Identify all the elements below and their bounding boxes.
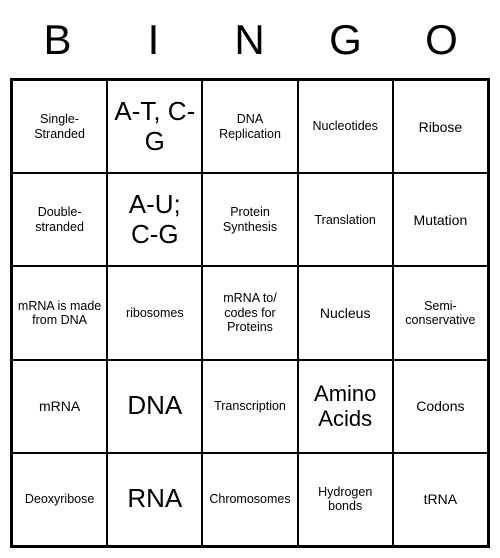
bingo-cell[interactable]: Nucleotides xyxy=(298,80,393,173)
header-letter-b: B xyxy=(10,10,106,74)
bingo-cell[interactable]: A-U; C-G xyxy=(107,173,202,266)
bingo-cell[interactable]: mRNA xyxy=(12,360,107,453)
bingo-card: B I N G O Single-Stranded A-T, C-G DNA Rep… xyxy=(10,10,490,548)
bingo-cell[interactable]: Chromosomes xyxy=(202,453,297,546)
bingo-cell-text: Transcription xyxy=(214,399,286,413)
bingo-cell-text: Double-stranded xyxy=(17,205,102,234)
bingo-cell-text: tRNA xyxy=(424,491,457,507)
bingo-cell-text: Codons xyxy=(416,398,464,414)
bingo-cell[interactable]: DNA Replication xyxy=(202,80,297,173)
bingo-cell[interactable]: ribosomes xyxy=(107,266,202,359)
bingo-cell-text: mRNA to/ codes for Proteins xyxy=(207,291,292,334)
bingo-cell[interactable]: Codons xyxy=(393,360,488,453)
bingo-cell-text: Nucleotides xyxy=(313,119,378,133)
bingo-cell-text: Translation xyxy=(315,213,376,227)
bingo-cell[interactable]: Translation xyxy=(298,173,393,266)
bingo-cell[interactable]: Transcription xyxy=(202,360,297,453)
bingo-cell-text: ribosomes xyxy=(126,306,184,320)
bingo-cell[interactable]: DNA xyxy=(107,360,202,453)
bingo-cell[interactable]: Hydrogen bonds xyxy=(298,453,393,546)
bingo-cell[interactable]: Amino Acids xyxy=(298,360,393,453)
bingo-cell[interactable]: Nucleus xyxy=(298,266,393,359)
bingo-cell[interactable]: Deoxyribose xyxy=(12,453,107,546)
bingo-cell-text: mRNA is made from DNA xyxy=(17,299,102,328)
header-letter-n: N xyxy=(202,10,298,74)
bingo-cell[interactable]: Single-Stranded xyxy=(12,80,107,173)
bingo-cell[interactable]: tRNA xyxy=(393,453,488,546)
bingo-cell-text: A-U; C-G xyxy=(112,190,197,250)
bingo-cell-text: Semi-conservative xyxy=(398,299,483,328)
bingo-cell-text: Deoxyribose xyxy=(25,492,94,506)
bingo-cell-text: Protein Synthesis xyxy=(207,205,292,234)
bingo-cell[interactable]: Semi-conservative xyxy=(393,266,488,359)
bingo-cell-text: Nucleus xyxy=(320,305,371,321)
header-letter-o: O xyxy=(394,10,490,74)
bingo-cell-text: Hydrogen bonds xyxy=(303,485,388,514)
bingo-cell-text: DNA Replication xyxy=(207,112,292,141)
bingo-cell[interactable]: Double-stranded xyxy=(12,173,107,266)
bingo-cell-text: Ribose xyxy=(419,119,463,135)
bingo-cell[interactable]: Protein Synthesis xyxy=(202,173,297,266)
bingo-cell[interactable]: Ribose xyxy=(393,80,488,173)
bingo-cell[interactable]: RNA xyxy=(107,453,202,546)
bingo-cell-text: DNA xyxy=(127,391,182,421)
bingo-cell[interactable]: mRNA to/ codes for Proteins xyxy=(202,266,297,359)
bingo-cell-text: mRNA xyxy=(39,398,80,414)
bingo-grid: Single-Stranded A-T, C-G DNA Replication Nu… xyxy=(10,78,490,548)
bingo-cell-text: Amino Acids xyxy=(303,381,388,432)
bingo-cell[interactable]: Mutation xyxy=(393,173,488,266)
header-letter-i: I xyxy=(106,10,202,74)
bingo-cell-text: Single-Stranded xyxy=(17,112,102,141)
bingo-cell-text: Mutation xyxy=(414,212,468,228)
bingo-header-row: B I N G O xyxy=(10,10,490,74)
bingo-cell-text: Chromosomes xyxy=(209,492,290,506)
bingo-cell-text: A-T, C-G xyxy=(112,97,197,157)
header-letter-g: G xyxy=(298,10,394,74)
bingo-cell[interactable]: A-T, C-G xyxy=(107,80,202,173)
bingo-cell-text: RNA xyxy=(127,484,182,514)
bingo-cell[interactable]: mRNA is made from DNA xyxy=(12,266,107,359)
